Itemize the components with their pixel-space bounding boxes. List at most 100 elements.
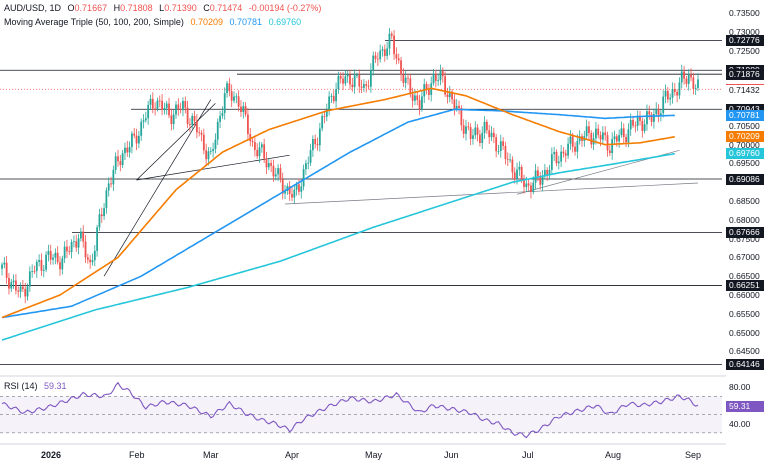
candle-body: [400, 60, 402, 75]
candle-body: [279, 168, 282, 180]
rsi-value-label: 59.31: [726, 400, 764, 412]
close-label: C0.71474: [203, 3, 243, 13]
candle-body: [8, 277, 10, 289]
y-tick-label: 0.65000: [729, 327, 760, 338]
candle-body: [137, 135, 140, 144]
candle-body: [168, 103, 170, 116]
candle-body: [690, 74, 692, 78]
candle-body: [161, 100, 163, 110]
candle-body: [386, 48, 389, 56]
candle-body: [560, 151, 563, 162]
candle-body: [154, 108, 157, 110]
candle-body: [119, 161, 122, 166]
candle-body: [479, 134, 481, 144]
candle-body: [186, 107, 189, 124]
candle-body: [75, 241, 78, 248]
candle-body: [318, 128, 321, 146]
y-tick-label: 0.73000: [729, 26, 760, 37]
candle-body: [564, 153, 567, 156]
candle-body: [305, 163, 307, 170]
candle-body: [251, 141, 254, 143]
x-tick-label: Apr: [285, 450, 300, 460]
candle-body: [73, 241, 75, 243]
y-tick-label: 0.70000: [729, 139, 760, 150]
candle-body: [105, 190, 108, 209]
candle-body: [110, 183, 112, 185]
candle-body: [465, 126, 467, 134]
candle-body: [3, 262, 6, 265]
candle-body: [311, 138, 314, 151]
candle-body: [599, 135, 602, 140]
candle-body: [128, 147, 131, 153]
candle-body: [77, 238, 80, 248]
candle-body: [98, 214, 101, 228]
candle-body: [615, 136, 618, 142]
candle-body: [534, 170, 537, 183]
candle-body: [298, 184, 300, 192]
candle-body: [40, 260, 43, 271]
candle-body: [237, 96, 240, 107]
candle-body: [272, 165, 275, 177]
ma50-value: 0.70209: [190, 17, 223, 27]
candle-body: [89, 259, 92, 263]
candle-body: [82, 231, 85, 242]
candle-body: [562, 151, 565, 154]
candle-body: [481, 133, 484, 144]
candle-body: [578, 136, 581, 142]
candle-body: [571, 136, 574, 147]
candle-body: [346, 74, 349, 77]
candle-body: [448, 91, 451, 98]
candle-body: [288, 186, 291, 195]
candle-body: [86, 257, 89, 260]
candle-body: [353, 75, 356, 88]
candle-body: [409, 78, 412, 95]
candle-body: [499, 141, 502, 151]
candle-body: [45, 254, 47, 270]
candle-body: [330, 96, 333, 97]
candle-body: [520, 166, 523, 181]
ma100-line: [1, 108, 675, 319]
trendline: [136, 103, 216, 181]
candle-body: [117, 156, 119, 162]
candle-body: [421, 96, 423, 109]
candle-body: [323, 115, 326, 117]
candle-body: [393, 35, 395, 55]
candle-body: [509, 159, 511, 161]
candle-body: [490, 132, 493, 138]
candle-body: [622, 128, 625, 138]
y-tick-label: 0.66000: [729, 289, 760, 300]
y-tick-label: 0.68000: [729, 214, 760, 225]
candle-body: [356, 74, 358, 76]
candle-body: [367, 85, 370, 87]
candle-body: [439, 71, 442, 81]
candle-body: [397, 58, 400, 61]
candle-body: [258, 147, 261, 157]
trendline: [285, 182, 699, 205]
x-tick-label: Sep: [685, 450, 702, 460]
candle-body: [112, 169, 115, 185]
candle-body: [390, 33, 393, 36]
candle-body: [184, 101, 187, 108]
candle-body: [19, 286, 22, 292]
candle-body: [469, 127, 472, 139]
candle-body: [235, 96, 238, 98]
candle-body: [427, 89, 430, 95]
candle-body: [546, 170, 549, 175]
candle-body: [372, 55, 375, 70]
candle-body: [195, 120, 198, 133]
y-tick-label: 0.69500: [729, 158, 760, 169]
candle-body: [488, 130, 491, 138]
y-tick-label: 0.70500: [729, 120, 760, 131]
candle-body: [497, 150, 500, 152]
candle-body: [608, 150, 611, 154]
candle-body: [525, 183, 528, 188]
candle-body: [646, 111, 648, 125]
candle-body: [56, 252, 59, 263]
candle-body: [639, 117, 641, 121]
candle-body: [492, 132, 495, 138]
candle-body: [265, 158, 268, 168]
y-tick-label: 0.64500: [729, 346, 760, 357]
y-tick-label: 0.67000: [729, 252, 760, 263]
candle-body: [163, 108, 166, 110]
